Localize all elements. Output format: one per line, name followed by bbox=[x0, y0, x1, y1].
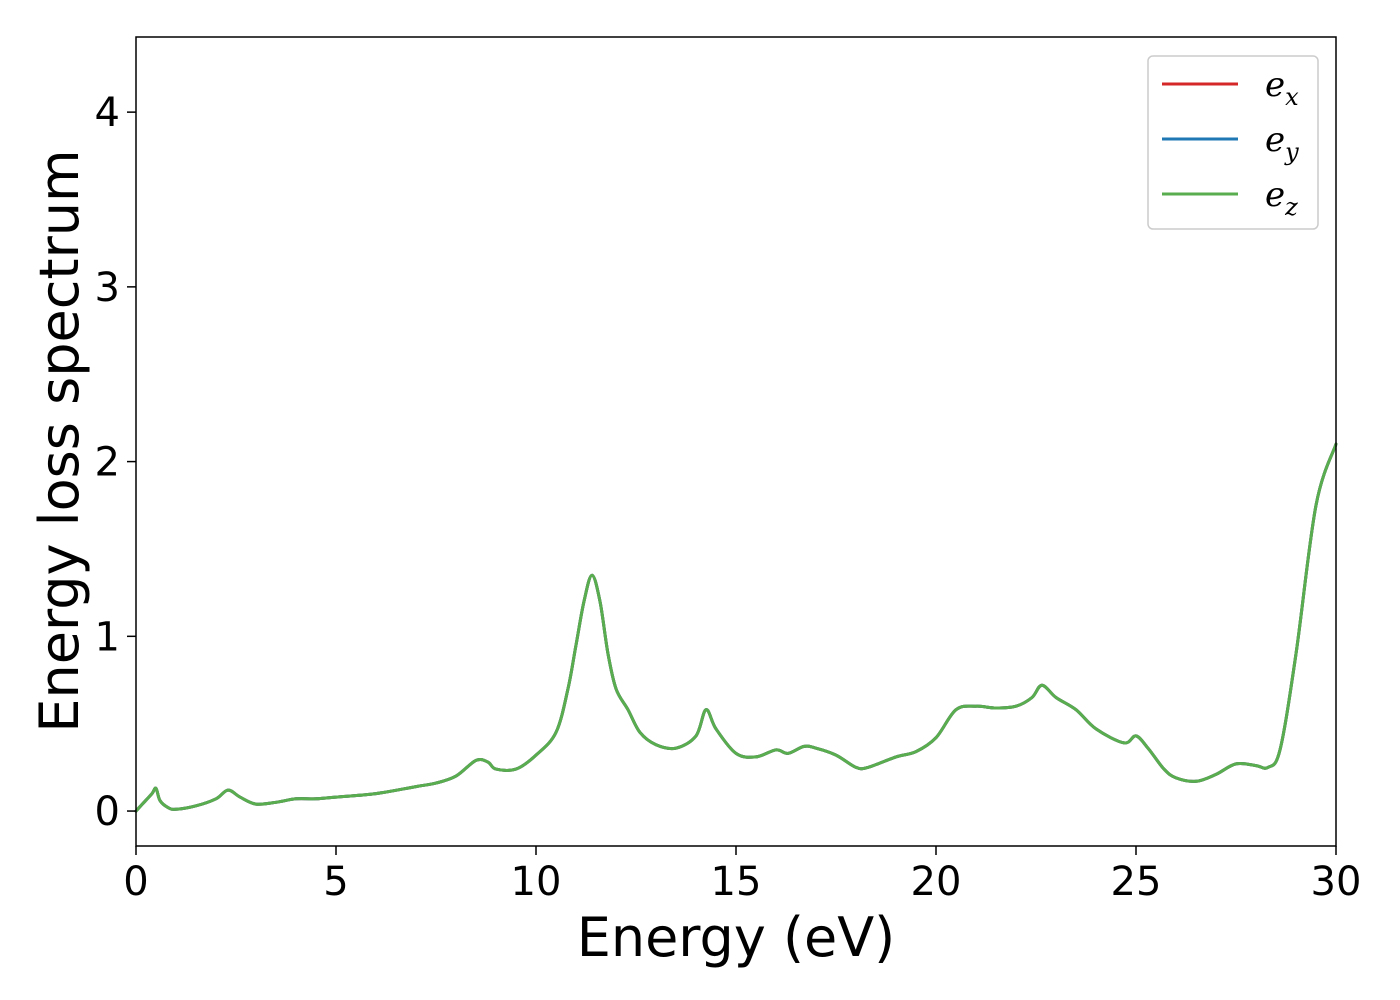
y-tick-label: 4 bbox=[95, 90, 120, 136]
y-tick-label: 3 bbox=[95, 265, 120, 311]
y-tick-label: 1 bbox=[95, 614, 120, 660]
y-tick-label: 0 bbox=[95, 789, 120, 835]
x-axis-ticks: 0 5 10 15 20 25 30 bbox=[123, 846, 1361, 905]
y-axis-label: Energy loss spectrum bbox=[28, 149, 91, 732]
x-tick-label: 25 bbox=[1111, 859, 1162, 905]
x-tick-label: 5 bbox=[323, 859, 348, 905]
x-axis-label: Energy (eV) bbox=[577, 906, 896, 969]
plot-background bbox=[136, 37, 1336, 846]
y-tick-label: 2 bbox=[95, 440, 120, 486]
x-tick-label: 30 bbox=[1311, 859, 1362, 905]
series-layer bbox=[134, 442, 1338, 813]
x-tick-label: 20 bbox=[911, 859, 962, 905]
legend-box bbox=[1147, 55, 1319, 230]
x-tick-label: 10 bbox=[511, 859, 562, 905]
series-line-e-z bbox=[134, 442, 1338, 813]
x-tick-label: 15 bbox=[711, 859, 762, 905]
x-tick-label: 0 bbox=[123, 859, 148, 905]
y-axis-ticks: 0 1 2 3 4 bbox=[95, 90, 136, 835]
